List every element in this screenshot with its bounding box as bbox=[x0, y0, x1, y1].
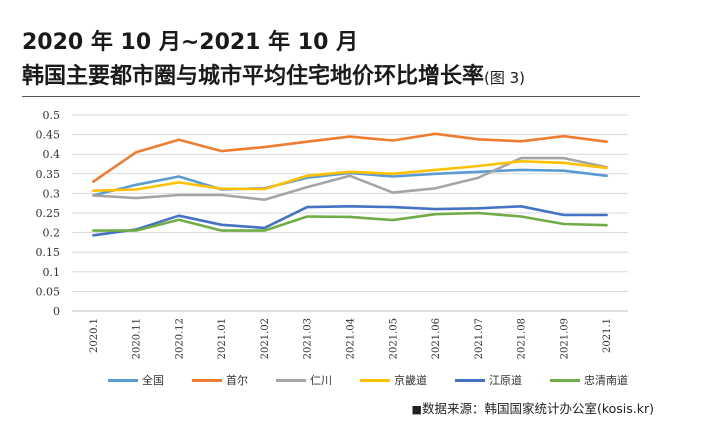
legend-swatch bbox=[192, 378, 222, 382]
legend-label: 仁川 bbox=[310, 374, 332, 387]
legend-item: 江原道 bbox=[455, 372, 522, 388]
x-axis-ticks: 2020.1 2020.11 2020.12 2021.01 2021.02 2021.0… bbox=[89, 318, 613, 359]
x-tick-label: 2020.12 bbox=[174, 318, 185, 359]
chart-title-line2: 韩国主要都市圈与城市平均住宅地价环比增长率(图 3) bbox=[22, 58, 525, 90]
legend-swatch bbox=[108, 378, 138, 382]
legend-label: 忠清南道 bbox=[584, 374, 628, 387]
y-tick-label: 0.4 bbox=[43, 148, 61, 161]
y-tick-label: 0.45 bbox=[36, 129, 61, 142]
x-tick-label: 2020.1 bbox=[89, 318, 100, 353]
y-axis-ticks: 0 0.05 0.1 0.15 0.2 0.25 0.3 0.35 0.4 0.45 0.5 bbox=[36, 109, 61, 318]
legend-swatch bbox=[455, 378, 485, 382]
chart-title-line1: 2020 年 10 月~2021 年 10 月 bbox=[22, 30, 359, 55]
y-tick-label: 0.5 bbox=[43, 109, 61, 122]
series-line-4 bbox=[92, 205, 608, 237]
legend-swatch bbox=[360, 378, 390, 382]
x-tick-label: 2021.02 bbox=[260, 318, 271, 359]
legend-label: 江原道 bbox=[489, 374, 522, 387]
y-tick-label: 0.05 bbox=[36, 285, 61, 298]
gridlines bbox=[72, 114, 628, 312]
x-tick-label: 2021.07 bbox=[474, 318, 485, 359]
y-tick-label: 0.35 bbox=[36, 168, 61, 181]
x-tick-label: 2021.1 bbox=[602, 318, 613, 353]
series-lines bbox=[92, 132, 608, 237]
title-divider bbox=[22, 96, 640, 97]
series-line-2 bbox=[92, 156, 608, 201]
series-line-1 bbox=[92, 132, 608, 183]
legend-label: 全国 bbox=[142, 374, 164, 387]
source-marker: ■ bbox=[411, 403, 422, 416]
x-tick-label: 2021.01 bbox=[217, 318, 228, 359]
figure-reference: (图 3) bbox=[484, 69, 526, 87]
x-tick-label: 2021.09 bbox=[559, 318, 570, 359]
legend-item: 京畿道 bbox=[360, 372, 427, 388]
x-tick-label: 2021.04 bbox=[346, 318, 357, 359]
y-tick-label: 0.3 bbox=[43, 187, 61, 200]
x-tick-label: 2021.03 bbox=[303, 318, 314, 359]
x-tick-label: 2020.11 bbox=[132, 318, 143, 359]
line-chart: 0 0.05 0.1 0.15 0.2 0.25 0.3 0.35 0.4 0.45 0.5 202… bbox=[36, 109, 628, 359]
y-tick-label: 0.15 bbox=[36, 246, 61, 259]
chart-title-main: 韩国主要都市圈与城市平均住宅地价环比增长率 bbox=[22, 64, 485, 89]
source-text: 数据来源：韩国国家统计办公室(kosis.kr) bbox=[421, 401, 654, 416]
x-tick-label: 2021.05 bbox=[388, 318, 399, 359]
legend: 全国 首尔 仁川 京畿道 江原道 忠清南道 bbox=[108, 372, 628, 388]
y-tick-label: 0.1 bbox=[43, 266, 61, 279]
legend-label: 首尔 bbox=[226, 374, 248, 387]
y-tick-label: 0.2 bbox=[43, 227, 61, 240]
legend-swatch bbox=[550, 378, 580, 382]
legend-item: 仁川 bbox=[276, 372, 332, 388]
legend-swatch bbox=[276, 378, 306, 382]
series-line-3 bbox=[92, 160, 608, 192]
legend-item: 忠清南道 bbox=[550, 372, 628, 388]
y-tick-label: 0 bbox=[53, 305, 60, 318]
legend-label: 京畿道 bbox=[394, 374, 427, 387]
legend-item: 全国 bbox=[108, 372, 164, 388]
series-line-5 bbox=[92, 211, 608, 232]
x-tick-label: 2021.08 bbox=[517, 318, 528, 359]
legend-item: 首尔 bbox=[192, 372, 248, 388]
y-tick-label: 0.25 bbox=[36, 207, 61, 220]
data-source-note: ■数据来源：韩国国家统计办公室(kosis.kr) bbox=[412, 398, 654, 417]
x-tick-label: 2021.06 bbox=[431, 318, 442, 359]
